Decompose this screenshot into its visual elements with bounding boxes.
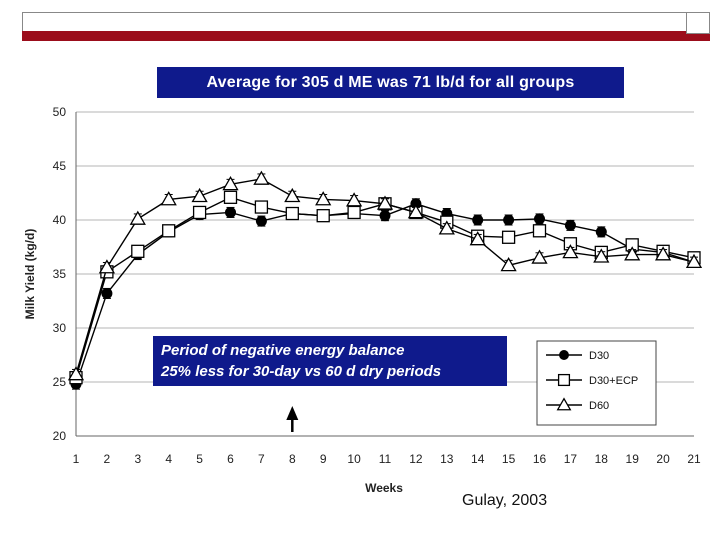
data-point-d30-ecp [131, 244, 145, 258]
x-tick-label: 4 [165, 452, 172, 466]
data-point-d60 [593, 248, 610, 263]
data-point-d60 [500, 257, 517, 272]
y-tick-label: 25 [53, 375, 67, 389]
legend-label-d30-ecp: D30+ECP [589, 375, 638, 387]
x-tick-label: 11 [379, 452, 392, 466]
note-line-2: 25% less for 30-day vs 60 d dry periods [161, 363, 442, 380]
data-point-d30-ecp [501, 230, 516, 244]
y-tick-label: 40 [53, 213, 67, 227]
legend-marker [557, 373, 571, 387]
data-point-d30 [503, 214, 515, 226]
legend-label-d30: D30 [589, 350, 609, 362]
source-credit: Gulay, 2003 [462, 492, 548, 509]
data-point-d60 [160, 191, 177, 206]
data-point-d60 [253, 170, 270, 185]
x-tick-label: 16 [533, 452, 547, 466]
data-point-d60 [654, 246, 672, 261]
data-point-d60 [562, 244, 579, 259]
x-tick-label: 17 [564, 452, 578, 466]
data-point-d30-ecp [254, 200, 269, 214]
x-tick-label: 19 [626, 452, 640, 466]
x-tick-label: 7 [258, 452, 265, 466]
data-point-d60 [469, 231, 486, 246]
x-tick-label: 10 [347, 452, 361, 466]
data-point-d30 [564, 219, 576, 231]
y-tick-label: 20 [53, 429, 67, 443]
data-point-d60 [129, 210, 146, 225]
header-bar [22, 31, 710, 41]
data-point-d60 [315, 191, 332, 206]
x-tick-label: 8 [289, 452, 296, 466]
x-tick-label: 9 [320, 452, 327, 466]
data-point-d30-ecp [192, 205, 207, 220]
data-point-d30 [534, 213, 545, 225]
data-point-d60 [67, 366, 85, 381]
data-point-d60 [685, 253, 703, 269]
data-point-d60 [531, 249, 548, 264]
x-tick-label: 13 [440, 452, 454, 466]
x-tick-label: 1 [73, 452, 80, 466]
x-axis-label: Weeks [365, 481, 403, 495]
data-point-d60 [345, 192, 363, 207]
x-tick-label: 14 [471, 452, 485, 466]
data-point-d60 [376, 195, 394, 210]
data-point-d30-ecp [162, 224, 176, 238]
y-tick-label: 30 [53, 321, 67, 335]
x-tick-label: 18 [595, 452, 609, 466]
data-point-d60 [222, 176, 239, 191]
y-tick-label: 45 [53, 159, 67, 173]
note-line-1: Period of negative energy balance [161, 342, 405, 359]
data-point-d60 [438, 220, 455, 235]
y-tick-label: 50 [53, 105, 67, 119]
data-point-d30 [101, 287, 113, 299]
x-tick-label: 2 [104, 452, 111, 466]
x-tick-label: 15 [502, 452, 516, 466]
data-point-d60 [624, 246, 641, 261]
data-point-d30-ecp [532, 224, 547, 238]
summary-banner: Average for 305 d ME was 71 lb/d for all… [157, 67, 624, 98]
data-point-d30-ecp [223, 190, 238, 204]
x-tick-label: 21 [687, 452, 701, 466]
legend-marker [556, 397, 572, 411]
y-tick-label: 35 [53, 267, 67, 281]
data-point-d30 [472, 214, 484, 226]
data-point-d30-ecp [285, 206, 299, 221]
y-axis-label: Milk Yield (kg/d) [23, 229, 37, 320]
data-point-d30 [255, 215, 267, 227]
data-point-d60 [407, 204, 425, 219]
x-tick-label: 6 [227, 452, 234, 466]
data-point-d30-ecp [347, 205, 361, 220]
data-point-d60 [98, 259, 116, 274]
x-tick-label: 12 [409, 452, 423, 466]
annotation-arrow-head [286, 406, 299, 420]
header-square [686, 12, 710, 34]
x-tick-label: 3 [134, 452, 141, 466]
data-point-d60 [191, 187, 208, 203]
legend-marker [559, 350, 569, 360]
x-tick-label: 5 [196, 452, 203, 466]
data-point-d30 [225, 206, 236, 218]
data-point-d30 [379, 210, 391, 222]
energy-balance-note: Period of negative energy balance 25% le… [153, 336, 507, 386]
data-point-d60 [284, 187, 301, 203]
x-tick-label: 20 [656, 452, 670, 466]
legend-label-d60: D60 [589, 400, 609, 412]
data-point-d30 [595, 226, 607, 238]
data-point-d30-ecp [316, 209, 330, 223]
